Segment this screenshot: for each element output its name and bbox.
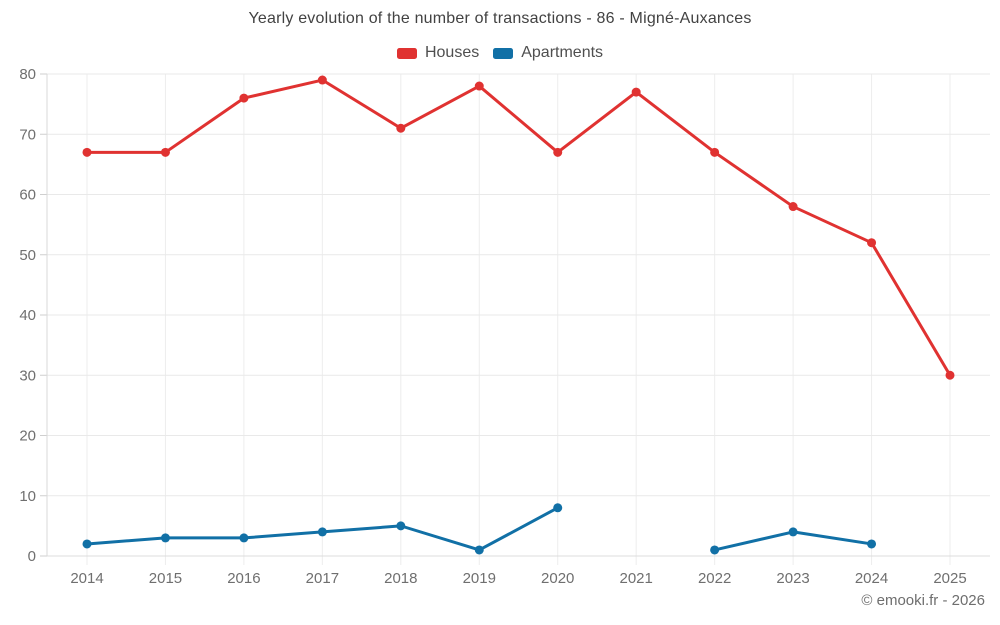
data-point-apartments[interactable] xyxy=(82,539,92,549)
y-axis-label: 50 xyxy=(19,247,36,264)
legend: Houses Apartments xyxy=(0,44,1000,62)
x-axis-label: 2025 xyxy=(933,570,966,587)
x-axis-label: 2020 xyxy=(541,570,574,587)
x-axis-label: 2022 xyxy=(698,570,731,587)
data-point-houses[interactable] xyxy=(788,202,798,212)
data-point-houses[interactable] xyxy=(710,147,720,157)
legend-item-houses[interactable]: Houses xyxy=(396,44,480,62)
data-point-apartments[interactable] xyxy=(710,545,720,555)
x-axis-label: 2021 xyxy=(619,570,652,587)
y-axis-label: 40 xyxy=(19,307,36,324)
data-point-houses[interactable] xyxy=(631,87,641,97)
y-axis-label: 0 xyxy=(28,548,36,565)
data-point-houses[interactable] xyxy=(160,147,170,157)
legend-marker-icon xyxy=(396,47,417,59)
series-line-houses xyxy=(85,78,952,377)
y-axis-label: 30 xyxy=(19,367,36,384)
data-point-apartments[interactable] xyxy=(788,527,798,537)
legend-item-label: Apartments xyxy=(521,44,604,61)
legend-item-label: Houses xyxy=(424,44,480,61)
y-axis-label: 80 xyxy=(19,66,36,83)
legend-marker-icon xyxy=(493,47,514,59)
data-point-houses[interactable] xyxy=(396,123,406,133)
x-axis-label: 2019 xyxy=(463,570,496,587)
data-point-houses[interactable] xyxy=(867,238,877,248)
data-point-apartments[interactable] xyxy=(396,521,406,531)
y-axis-label: 20 xyxy=(19,428,36,445)
data-point-apartments[interactable] xyxy=(474,545,484,555)
data-point-houses[interactable] xyxy=(945,370,955,380)
x-axis-label: 2016 xyxy=(227,570,260,587)
legend-item-apartments[interactable]: Apartments xyxy=(493,44,603,62)
x-axis-label: 2023 xyxy=(776,570,809,587)
x-axis-label: 2018 xyxy=(384,570,417,587)
x-axis-label: 2017 xyxy=(306,570,339,587)
data-point-apartments[interactable] xyxy=(160,533,170,543)
data-point-apartments[interactable] xyxy=(317,527,327,537)
data-point-houses[interactable] xyxy=(553,147,563,157)
data-point-houses[interactable] xyxy=(474,81,484,91)
y-axis-label: 10 xyxy=(19,488,36,505)
data-point-apartments[interactable] xyxy=(239,533,249,543)
y-axis-label: 60 xyxy=(19,187,36,204)
data-point-apartments[interactable] xyxy=(867,539,877,549)
y-axis-label: 70 xyxy=(19,126,36,143)
x-axis-label: 2014 xyxy=(70,570,103,587)
x-axis-label: 2015 xyxy=(149,570,182,587)
data-point-houses[interactable] xyxy=(317,75,327,85)
chart-title: Yearly evolution of the number of transa… xyxy=(248,10,752,27)
data-point-houses[interactable] xyxy=(82,147,92,157)
data-point-houses[interactable] xyxy=(239,93,249,103)
x-axis-label: 2024 xyxy=(855,570,888,587)
data-point-apartments[interactable] xyxy=(553,503,563,513)
copyright-footer: © emooki.fr - 2026 xyxy=(861,592,985,609)
